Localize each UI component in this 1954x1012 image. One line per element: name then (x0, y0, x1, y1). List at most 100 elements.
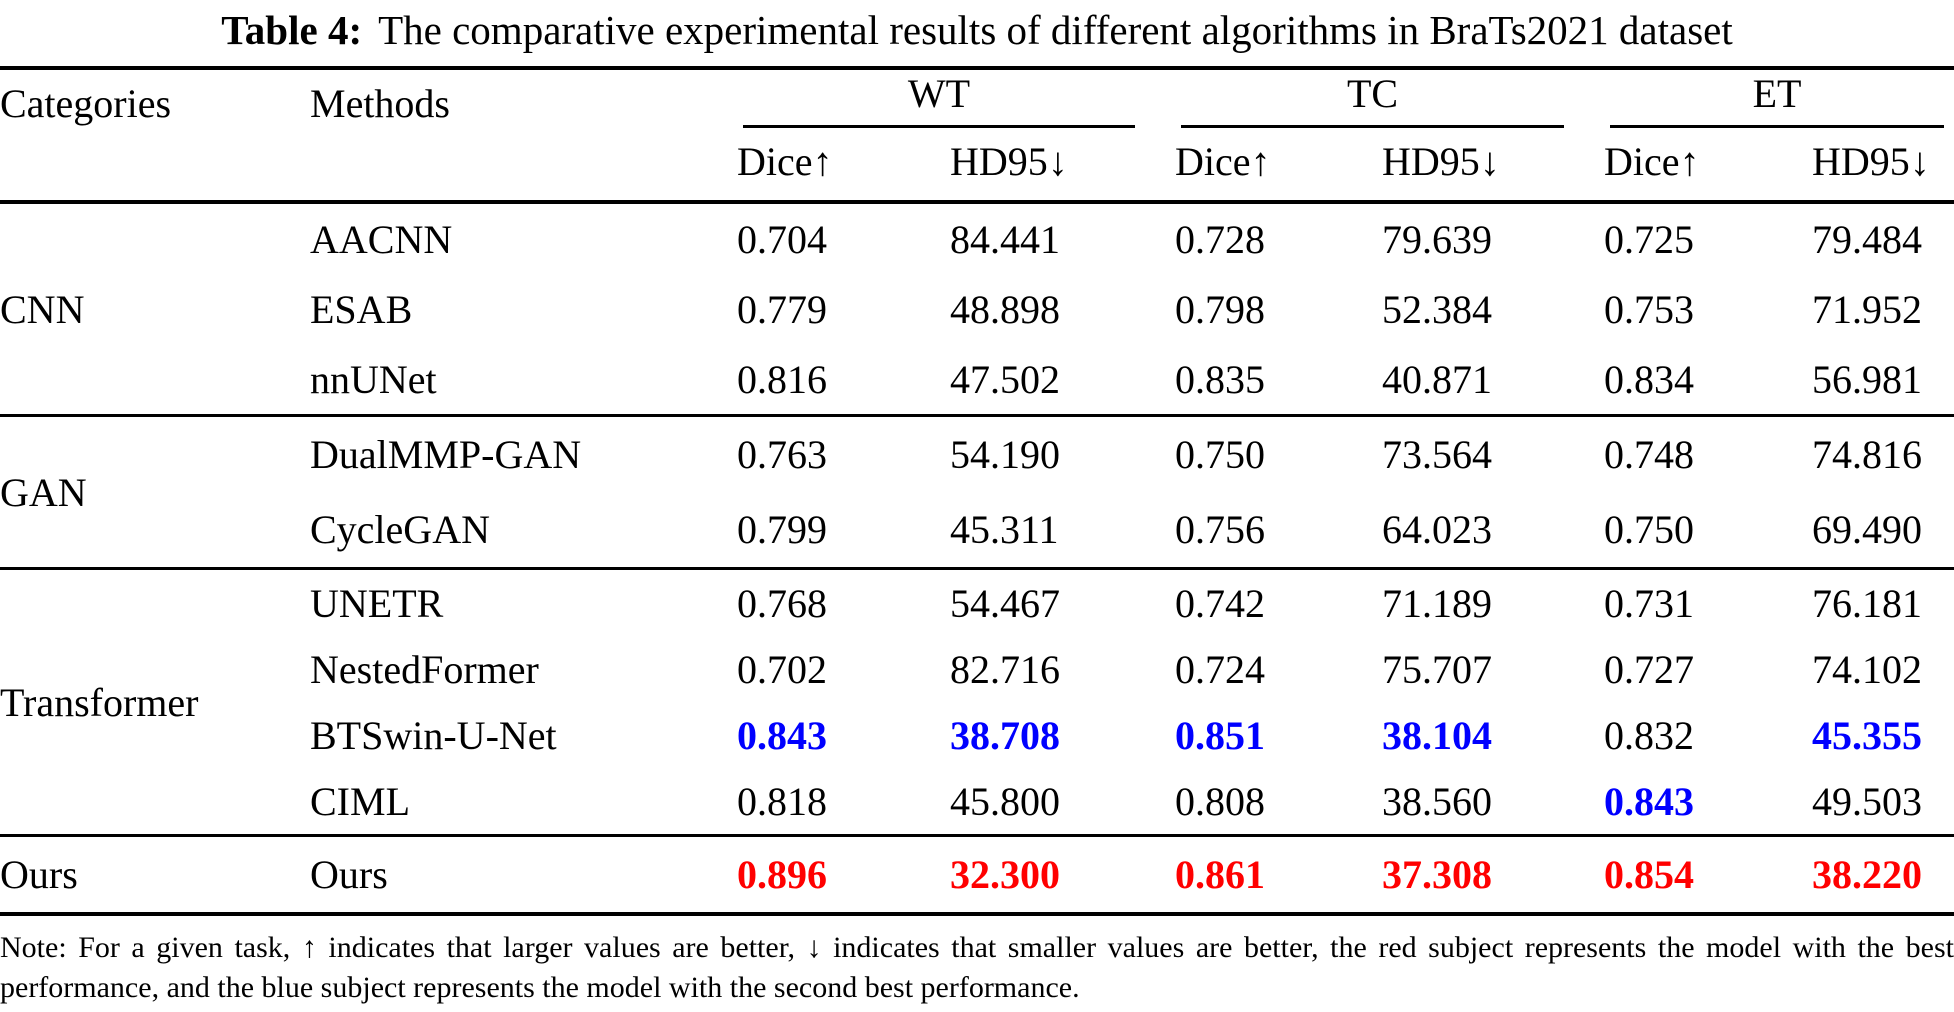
value-cell: 47.502 (950, 356, 1060, 402)
header-et-dice: Dice↑ (1604, 128, 1812, 204)
value-cell: 56.981 (1812, 356, 1922, 402)
table-caption: Table 4: The comparative experimental res… (0, 0, 1954, 66)
value-cell: 74.102 (1812, 646, 1922, 692)
header-group-tc-label: TC (1181, 70, 1564, 128)
value-cell: 71.189 (1382, 580, 1492, 626)
value-cell: 0.727 (1604, 646, 1694, 692)
table-row: GAN DualMMP-GAN 0.763 54.190 0.750 73.56… (0, 416, 1954, 515)
value-cell: 0.731 (1604, 580, 1694, 626)
value-cell: 82.716 (950, 646, 1060, 692)
group-transformer: Transformer UNETR 0.768 54.467 0.742 71.… (0, 568, 1954, 836)
value-cell: 0.798 (1175, 286, 1265, 332)
header-row-groups: Categories Methods WT TC ET (0, 68, 1954, 204)
value-cell: 0.724 (1175, 646, 1265, 692)
table-note: Note: For a given task, ↑ indicates that… (0, 931, 1954, 1005)
table-caption-number: Table 4: (221, 7, 363, 53)
table-row: CycleGAN 0.799 45.311 0.756 64.023 0.750… (0, 492, 1954, 569)
category-cell: CNN (0, 286, 85, 332)
value-cell: 0.750 (1604, 507, 1694, 552)
value-cell: 0.779 (737, 286, 827, 332)
value-cell: 0.834 (1604, 356, 1694, 402)
value-cell: 0.896 (737, 852, 827, 897)
value-cell: 0.816 (737, 356, 827, 402)
header-wt-dice: Dice↑ (737, 128, 950, 204)
method-cell: nnUNet (310, 356, 437, 402)
method-cell: CIML (310, 778, 410, 824)
header-group-et-label: ET (1610, 70, 1944, 128)
table-row: nnUNet 0.816 47.502 0.835 40.871 0.834 5… (0, 344, 1954, 416)
group-cnn: CNN AACNN 0.704 84.441 0.728 79.639 0.72… (0, 202, 1954, 416)
value-cell: 79.484 (1812, 216, 1922, 262)
value-cell: 45.355 (1812, 712, 1922, 758)
value-cell: 0.702 (737, 646, 827, 692)
value-cell: 75.707 (1382, 646, 1492, 692)
value-cell: 54.190 (950, 432, 1060, 477)
value-cell: 74.816 (1812, 432, 1922, 477)
value-cell: 0.748 (1604, 432, 1694, 477)
method-cell: Ours (310, 852, 388, 897)
table-row: Transformer UNETR 0.768 54.467 0.742 71.… (0, 569, 1954, 725)
table-row: NestedFormer 0.702 82.716 0.724 75.707 0… (0, 636, 1954, 702)
value-cell: 0.763 (737, 432, 827, 477)
header-tc-dice: Dice↑ (1175, 128, 1382, 204)
table-row: ESAB 0.779 48.898 0.798 52.384 0.753 71.… (0, 274, 1954, 344)
value-cell: 64.023 (1382, 507, 1492, 552)
value-cell: 45.800 (950, 778, 1060, 824)
value-cell: 0.818 (737, 778, 827, 824)
value-cell: 0.768 (737, 580, 827, 626)
value-cell: 71.952 (1812, 286, 1922, 332)
value-cell: 73.564 (1382, 432, 1492, 477)
header-group-tc: TC (1175, 68, 1604, 128)
value-cell: 54.467 (950, 580, 1060, 626)
value-cell: 0.808 (1175, 778, 1265, 824)
value-cell: 0.835 (1175, 356, 1265, 402)
table-row: CIML 0.818 45.800 0.808 38.560 0.843 49.… (0, 768, 1954, 836)
value-cell: 0.704 (737, 216, 827, 262)
group-ours: Ours Ours 0.896 32.300 0.861 37.308 0.85… (0, 835, 1954, 915)
header-wt-hd95: HD95↓ (950, 128, 1175, 204)
value-cell: 0.742 (1175, 580, 1265, 626)
value-cell: 40.871 (1382, 356, 1492, 402)
value-cell: 84.441 (950, 216, 1060, 262)
value-cell: 37.308 (1382, 852, 1492, 897)
table-row: BTSwin-U-Net 0.843 38.708 0.851 38.104 0… (0, 702, 1954, 768)
method-cell: AACNN (310, 216, 453, 262)
value-cell: 32.300 (950, 852, 1060, 897)
value-cell: 0.854 (1604, 852, 1694, 897)
header-tc-hd95: HD95↓ (1382, 128, 1604, 204)
header-group-wt-label: WT (743, 70, 1135, 128)
header-group-et: ET (1604, 68, 1954, 128)
header-row-metrics: Dice↑ HD95↓ Dice↑ HD95↓ Dice↑ HD95↓ (0, 128, 1954, 204)
value-cell: 69.490 (1812, 507, 1922, 552)
value-cell: 0.843 (737, 712, 827, 758)
method-cell: ESAB (310, 286, 413, 332)
value-cell: 0.832 (1604, 712, 1694, 758)
value-cell: 0.753 (1604, 286, 1694, 332)
value-cell: 49.503 (1812, 778, 1922, 824)
value-cell: 45.311 (950, 507, 1059, 552)
header-methods: Methods (310, 68, 737, 204)
value-cell: 48.898 (950, 286, 1060, 332)
method-cell: UNETR (310, 580, 444, 626)
value-cell: 0.756 (1175, 507, 1265, 552)
group-gan: GAN DualMMP-GAN 0.763 54.190 0.750 73.56… (0, 415, 1954, 569)
table-row: CNN AACNN 0.704 84.441 0.728 79.639 0.72… (0, 202, 1954, 332)
value-cell: 52.384 (1382, 286, 1492, 332)
header-et-hd95: HD95↓ (1812, 128, 1954, 204)
value-cell: 0.799 (737, 507, 827, 552)
value-cell: 38.220 (1812, 852, 1922, 897)
value-cell: 38.708 (950, 712, 1060, 758)
category-cell: Transformer (0, 679, 199, 725)
table-header: Categories Methods WT TC ET Dice↑ HD95↓ … (0, 68, 1954, 204)
value-cell: 38.104 (1382, 712, 1492, 758)
table-row: Ours Ours 0.896 32.300 0.861 37.308 0.85… (0, 836, 1954, 915)
value-cell: 38.560 (1382, 778, 1492, 824)
header-group-wt: WT (737, 68, 1175, 128)
method-cell: BTSwin-U-Net (310, 712, 557, 758)
category-cell: GAN (0, 469, 87, 515)
value-cell: 0.861 (1175, 852, 1265, 897)
value-cell: 0.750 (1175, 432, 1265, 477)
value-cell: 76.181 (1812, 580, 1922, 626)
value-cell: 0.728 (1175, 216, 1265, 262)
